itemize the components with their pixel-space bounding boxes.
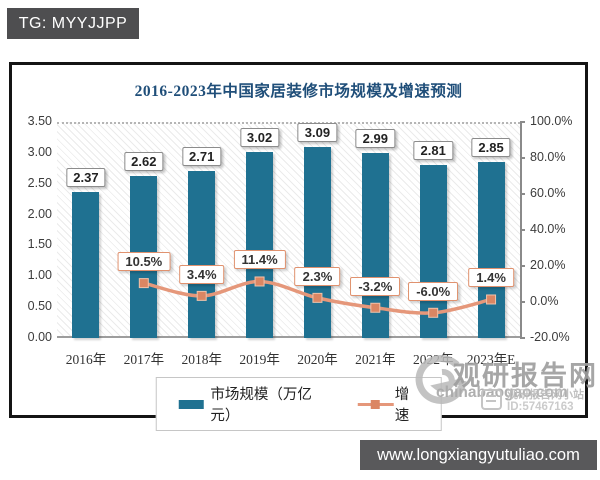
growth-value-label: -6.0% (408, 281, 459, 301)
y-axis-left-tick-label: 3.00 (27, 144, 52, 159)
growth-value-label: 1.4% (468, 268, 514, 288)
y-axis-right-tick-label: 80.0% (530, 150, 566, 164)
chart-card: 2016-2023年中国家居装修市场规模及增速预测 3.50 3.00 2.50 2.… (9, 62, 588, 431)
line-marker-swatch-icon (357, 399, 394, 409)
y-axis-left-tick-label: 2.50 (27, 175, 52, 190)
right-axis-tick-mark (520, 229, 525, 231)
growth-point-marker (312, 292, 323, 303)
chart-title: 2016-2023年中国家居装修市场规模及增速预测 (134, 83, 463, 100)
market-size-bar (477, 162, 505, 338)
growth-line-chart (138, 276, 497, 318)
y-axis-left-tick-label: 1.00 (27, 268, 52, 283)
growth-point-marker (196, 290, 207, 301)
x-axis-label: 2019年 (239, 352, 280, 367)
bar-value-label: 2.99 (355, 129, 395, 149)
y-axis-left-tick-label: 1.50 (27, 237, 52, 252)
growth-point-marker (138, 278, 149, 289)
right-axis-tick-mark (520, 265, 525, 267)
x-axis-label: 2023年E (466, 352, 516, 367)
x-axis-label: 2018年 (181, 352, 222, 367)
growth-point-marker (254, 276, 265, 287)
market-size-bar (188, 170, 216, 338)
chart-legend: 市场规模（万亿元） 增速 (155, 377, 442, 431)
right-axis-tick-mark (520, 301, 525, 303)
y-axis-right-tick-label: 0.0% (530, 294, 559, 308)
x-axis-label: 2021年 (355, 352, 396, 367)
market-size-bar (72, 191, 100, 338)
tg-contact-badge: TG: MYYJJPP (7, 8, 139, 39)
growth-value-label: 10.5% (117, 252, 171, 272)
legend-label-growth: 增速 (394, 387, 410, 424)
market-size-bar (246, 151, 274, 338)
bottom-url-bar: www.longxiangyutuliao.com (360, 440, 597, 470)
legend-item-market-size: 市场规模（万亿元） (178, 383, 320, 425)
y-axis-right-tick-label: 20.0% (530, 258, 566, 272)
tg-contact-label: TG: MYYJJPP (18, 14, 128, 32)
right-axis-tick-mark (520, 337, 525, 339)
bar-swatch-icon (178, 399, 204, 409)
bar-value-label: 2.71 (182, 146, 222, 166)
right-axis-tick-mark (520, 157, 525, 159)
y-axis-right-tick-label: -20.0% (530, 330, 570, 344)
x-axis-label: 2017年 (123, 352, 165, 367)
y-axis-right-tick-label: 100.0% (530, 114, 573, 128)
y-axis-right-tick-label: 40.0% (530, 222, 566, 236)
bottom-url-text: www.longxiangyutuliao.com (377, 445, 580, 464)
y-axis-left-tick-label: 2.00 (27, 206, 52, 221)
right-axis-tick-mark (520, 193, 525, 195)
growth-value-label: 3.4% (178, 264, 225, 284)
market-size-bar (303, 147, 331, 338)
growth-value-label: -3.2% (350, 276, 401, 296)
growth-point-marker (428, 307, 439, 318)
y-axis-left-tick-label: 0.50 (27, 299, 52, 314)
x-axis-label: 2020年 (297, 352, 338, 367)
y-axis-right-tick-label: 60.0% (530, 186, 566, 200)
right-axis-tick-mark (520, 121, 525, 123)
bar-value-label: 2.81 (413, 140, 453, 160)
x-axis-label: 2016年 (65, 352, 107, 367)
legend-label-market-size: 市场规模（万亿元） (210, 387, 312, 424)
growth-value-label: 2.3% (294, 266, 341, 286)
growth-value-label: 11.4% (233, 250, 286, 270)
growth-point-marker (486, 294, 497, 305)
bar-value-label: 3.02 (239, 127, 280, 147)
bar-value-label: 2.62 (124, 152, 164, 172)
bar-value-label: 2.85 (471, 138, 511, 158)
bar-value-label: 2.37 (66, 167, 106, 187)
y-axis-left-tick-label: 0.00 (27, 330, 52, 344)
y-axis-left-tick-label: 3.50 (27, 114, 52, 128)
legend-item-growth: 增速 (357, 383, 419, 425)
bar-value-label: 3.09 (297, 123, 338, 143)
growth-point-marker (370, 302, 381, 313)
